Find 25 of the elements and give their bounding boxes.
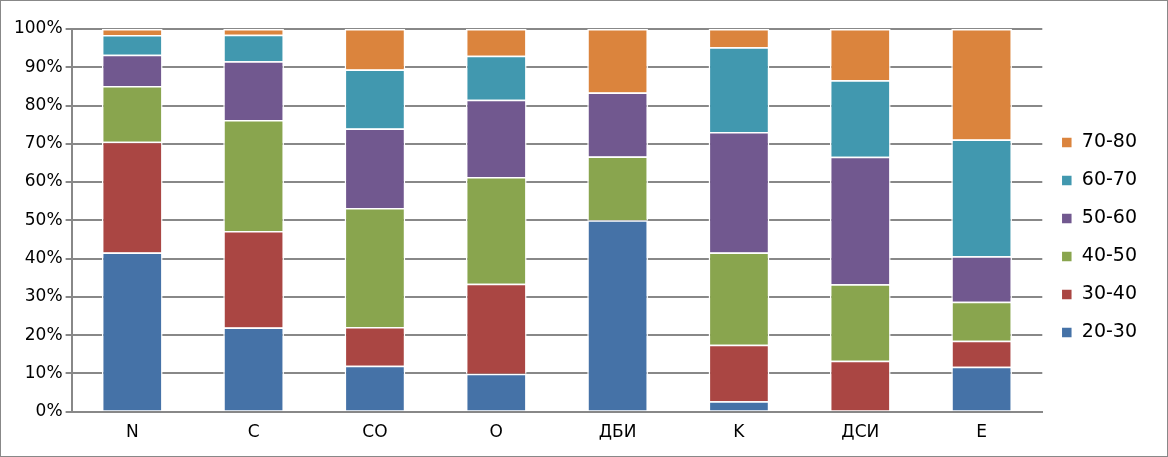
legend-label: 50-60: [1081, 205, 1138, 228]
y-tick-label: 90%: [24, 55, 63, 76]
legend-label: 20-30: [1081, 319, 1138, 342]
legend-label: 70-80: [1081, 129, 1138, 152]
y-tick-label: 0%: [35, 400, 63, 421]
y-tick-label: 60%: [24, 170, 63, 191]
legend-label: 40-50: [1081, 243, 1138, 266]
x-tick-label: K: [733, 421, 746, 442]
y-tick-label: 70%: [24, 132, 63, 153]
legend-label: 30-40: [1081, 281, 1138, 304]
x-tick-label: CO: [362, 421, 388, 442]
y-tick-label: 50%: [24, 208, 63, 229]
y-tick-label: 80%: [24, 93, 63, 114]
x-tick-label: E: [976, 421, 987, 442]
y-tick-label: 100%: [13, 17, 63, 38]
y-tick-label: 10%: [24, 361, 63, 382]
y-tick-label: 30%: [24, 285, 63, 306]
x-tick-label: ДСИ: [841, 421, 880, 442]
x-tick-label: ДБИ: [598, 421, 637, 442]
legend-label: 60-70: [1081, 167, 1138, 190]
x-tick-label: C: [247, 421, 260, 442]
x-tick-label: O: [489, 421, 503, 442]
y-tick-label: 40%: [24, 246, 63, 267]
x-tick-label: N: [125, 421, 139, 442]
y-tick-label: 20%: [24, 323, 63, 344]
